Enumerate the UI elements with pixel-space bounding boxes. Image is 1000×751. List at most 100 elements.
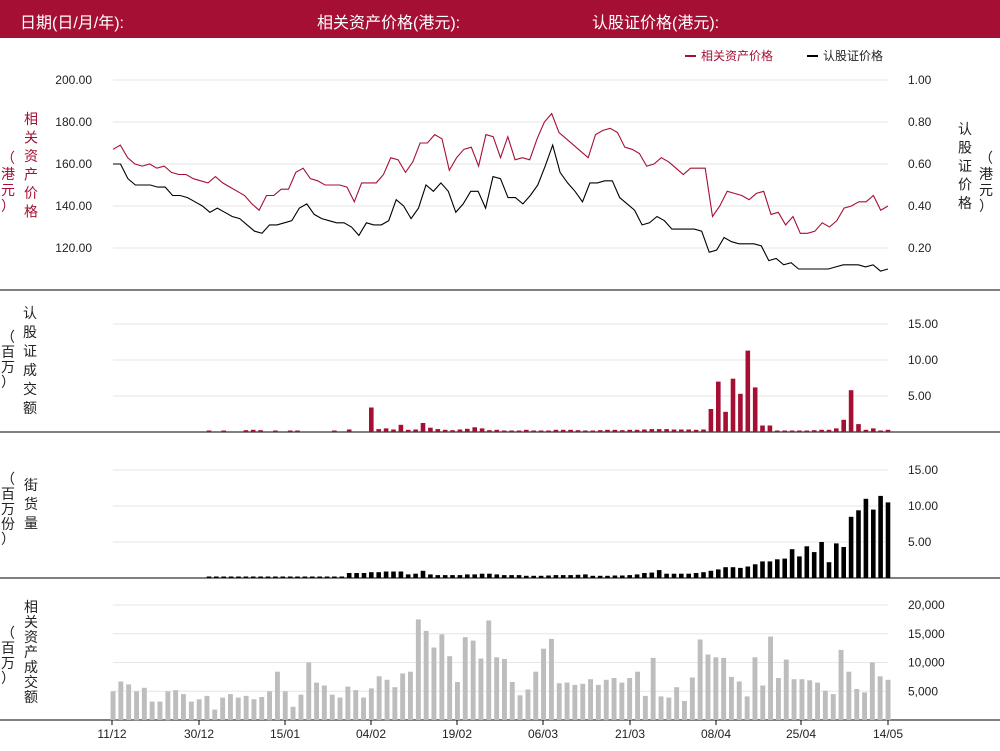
outstanding-bar [531,575,536,578]
underlying-turnover-bar [611,678,617,720]
outstanding-bar [634,574,640,578]
outstanding-bar [811,552,817,578]
outstanding-bar [280,576,286,578]
outstanding-bar [730,567,736,578]
underlying-turnover-bar [337,697,343,720]
warrant-turnover-title-char: 额 [23,400,37,416]
warrant-turnover-bar [811,430,817,432]
underlying-turnover-bar [846,671,852,720]
underlying-turnover-bar [627,678,633,720]
underlying-turnover-bar [259,697,265,720]
underlying-turnover-bar [361,697,366,720]
outstanding-bar [346,573,352,578]
underlying-turnover-bar [854,689,860,720]
warrant-turnover-bar [250,429,256,432]
right-axis-unit-char: ） [979,198,993,214]
outstanding-bar [775,559,780,578]
underlying-turnover-tick-label: 5,000 [908,684,938,698]
warrant-turnover-bar [686,429,691,432]
warrant-turnover-bar [509,430,514,432]
outstanding-bar [664,573,669,578]
underlying-turnover-bar [752,657,758,720]
warrant-turnover-bar [258,430,263,432]
outstanding-bar [435,575,441,578]
warrant-turnover-bar [730,378,736,432]
underlying-turnover-bar [682,701,687,720]
outstanding-bar [671,573,677,578]
warrant-turnover-bar [885,429,891,432]
left-axis-title-char: 关 [24,130,38,146]
underlying-turnover-bar [212,709,218,720]
warrant-turnover-bar [206,430,212,432]
underlying-turnover-bar [415,619,421,720]
underlying-turnover-bar [314,682,319,720]
outstanding-bar [620,575,625,578]
outstanding-bar [701,572,706,578]
underlying-turnover-bar [478,658,484,720]
outstanding-bar [679,573,684,578]
outstanding-bar [250,576,256,578]
underlying-turnover-bar [376,676,382,720]
outstanding-unit-char: 份 [1,516,15,532]
outstanding-title-char: 街 [24,477,38,493]
outstanding-tick-label: 5.00 [908,535,932,549]
underlying-turnover-tick-label: 15,000 [908,627,945,641]
outstanding-bar [716,569,721,578]
right-axis-tick-label: 0.60 [908,157,932,171]
warrant-turnover-bar [664,429,669,432]
outstanding-bar [752,564,758,578]
outstanding-unit-char: 万 [1,501,15,517]
underlying-turnover-bar [517,695,523,720]
underlying-turnover-bar [408,671,413,720]
underlying-turnover-bar [564,682,570,720]
warrant-turnover-bar [442,429,448,432]
outstanding-title-char: 量 [24,515,38,531]
underlying-turnover-bar [423,630,429,720]
warrant-turnover-bar [391,429,396,432]
x-tick-label: 30/12 [184,727,214,741]
outstanding-bar [214,576,219,578]
warrant-turnover-bar [546,430,551,432]
warrant-turnover-bar [605,429,610,432]
outstanding-bar [856,510,861,578]
underlying-turnover-tick-label: 20,000 [908,598,945,612]
warrant-price-line [113,143,889,272]
underlying-turnover-bar [157,701,163,720]
outstanding-tick-label: 15.00 [908,463,938,477]
warrant-turnover-bar [656,429,662,432]
outstanding-bar [553,575,559,578]
warrant-turnover-title-char: 成 [23,362,37,378]
warrant-turnover-bar [826,429,832,432]
underlying-price-line [112,112,889,234]
outstanding-bar [826,562,832,578]
underlying-turnover-bar [642,695,648,720]
warrant-turnover-bar [435,429,441,432]
outstanding-bar [310,576,315,578]
outstanding-bar [723,567,728,578]
outstanding-bar [206,576,212,578]
underlying-turnover-unit-char: ） [1,670,15,686]
warrant-turnover-bar [782,430,787,432]
underlying-turnover-bar [768,636,773,720]
outstanding-bar [413,573,418,578]
warrant-turnover-bar [597,430,603,432]
left-axis-tick-label: 140.00 [55,199,92,213]
warrant-turnover-bar [745,350,751,432]
underlying-turnover-bar [509,682,515,720]
outstanding-bar [760,561,765,578]
left-axis-tick-label: 180.00 [55,115,92,129]
left-axis-tick-label: 120.00 [55,241,92,255]
outstanding-bar [656,570,662,578]
underlying-turnover-bar [822,690,828,720]
x-tick-label: 14/05 [873,727,903,741]
warrant-turnover-title-char: 认 [23,305,37,321]
warrant-turnover-bar [465,428,470,432]
underlying-turnover-bar [525,689,531,720]
underlying-turnover-bar [760,685,766,720]
underlying-turnover-bar [228,694,233,720]
underlying-turnover-bar [126,684,132,720]
warrant-turnover-bar [420,423,426,432]
warrant-turnover-bar [538,430,544,432]
warrant-turnover-bar [848,390,854,432]
underlying-turnover-bar [815,682,820,720]
